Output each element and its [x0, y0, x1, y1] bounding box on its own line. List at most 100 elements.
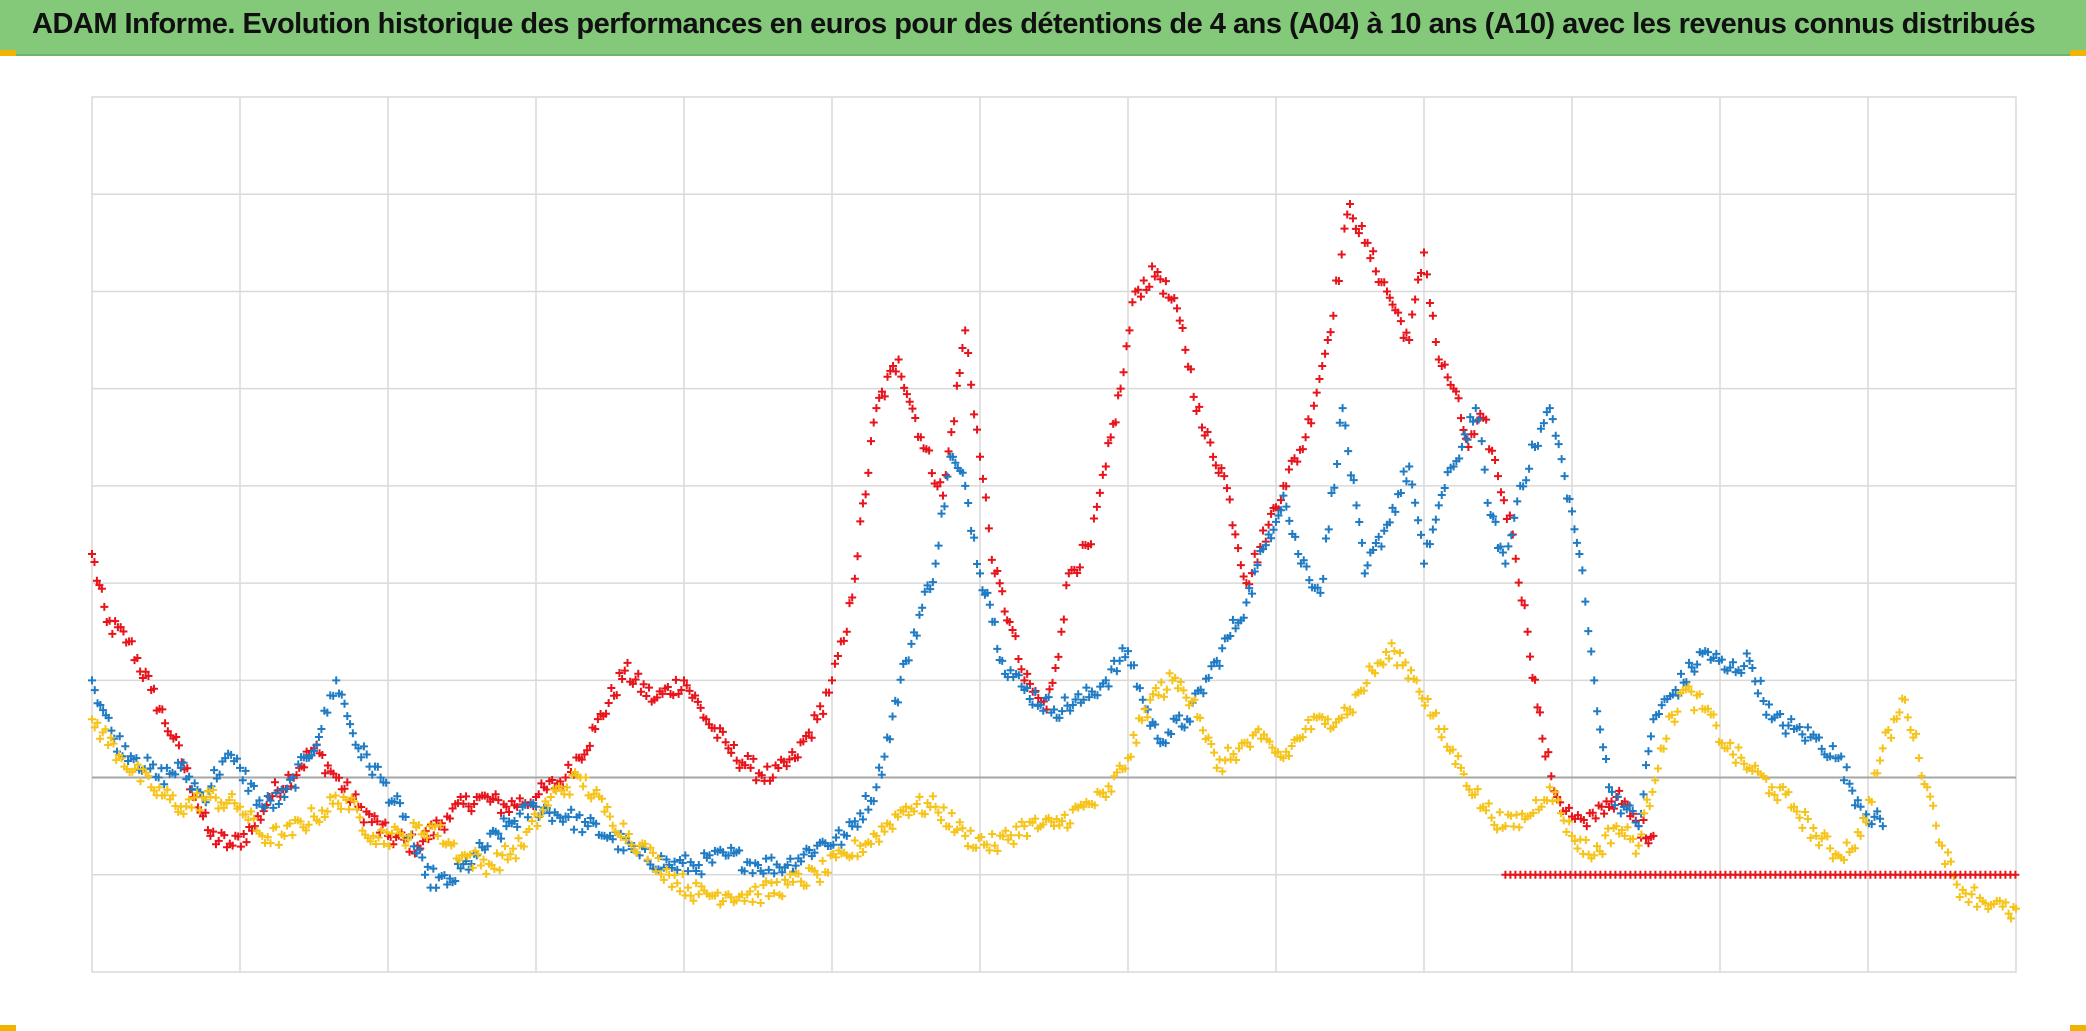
data-point — [1171, 673, 1180, 682]
data-point — [331, 791, 340, 800]
data-point — [502, 802, 511, 811]
data-point — [117, 754, 126, 763]
data-point — [1104, 439, 1113, 448]
data-point — [1645, 802, 1654, 811]
data-point — [1323, 336, 1332, 345]
data-point — [427, 820, 436, 829]
data-point — [950, 417, 959, 426]
data-point — [1762, 710, 1771, 719]
data-point — [659, 875, 668, 884]
data-point — [1196, 714, 1205, 723]
data-point — [977, 833, 986, 842]
data-point — [947, 809, 956, 818]
data-point — [1629, 834, 1638, 843]
data-point — [163, 727, 172, 736]
data-point — [1298, 445, 1307, 454]
data-point — [1642, 761, 1650, 770]
data-point — [1981, 899, 1990, 908]
data-point — [1186, 365, 1195, 374]
data-point — [961, 481, 970, 490]
data-point — [1391, 507, 1400, 516]
data-point — [1253, 561, 1262, 570]
data-point — [1590, 851, 1599, 860]
data-point — [340, 699, 349, 708]
data-point — [1581, 597, 1590, 606]
data-point — [1265, 737, 1274, 746]
data-point — [1579, 815, 1588, 824]
data-point — [466, 850, 475, 859]
data-point — [432, 816, 441, 825]
data-point — [353, 805, 362, 814]
data-point — [1742, 649, 1751, 658]
data-point — [464, 865, 473, 874]
data-point — [636, 687, 645, 696]
data-point — [1938, 841, 1946, 850]
data-point — [1745, 656, 1754, 665]
data-point — [160, 791, 169, 800]
data-point — [1206, 438, 1215, 447]
data-point — [1222, 484, 1231, 493]
data-point — [323, 708, 332, 717]
data-point — [1765, 700, 1774, 709]
data-point — [799, 850, 808, 859]
data-point — [1402, 477, 1411, 486]
data-point — [931, 802, 940, 811]
data-point — [1657, 701, 1666, 710]
data-point — [192, 789, 201, 798]
data-point — [1471, 404, 1480, 413]
data-point — [850, 817, 859, 826]
data-point — [320, 813, 329, 822]
data-point — [1712, 721, 1721, 730]
data-point — [1828, 742, 1837, 751]
data-point — [239, 829, 248, 838]
data-point — [983, 588, 992, 597]
data-point — [1545, 404, 1554, 413]
data-point — [1853, 796, 1862, 805]
data-point — [1321, 534, 1330, 543]
data-point — [807, 733, 816, 742]
data-point — [1268, 743, 1277, 752]
data-point — [1023, 669, 1032, 678]
data-point — [510, 816, 519, 825]
data-point — [1044, 693, 1053, 702]
data-point — [869, 797, 878, 806]
data-point — [579, 782, 588, 791]
data-point — [1728, 750, 1737, 759]
corner-marker-br — [2070, 1025, 2086, 1031]
data-point — [1634, 822, 1643, 831]
data-point — [1498, 548, 1507, 557]
data-point — [379, 839, 388, 848]
data-point — [1162, 685, 1171, 694]
data-point — [1362, 679, 1371, 688]
data-point — [266, 839, 275, 848]
data-point — [797, 877, 806, 886]
data-point — [1407, 666, 1416, 675]
data-point — [530, 810, 539, 819]
data-point — [1434, 355, 1443, 364]
data-point — [1073, 569, 1082, 578]
data-point — [359, 742, 368, 751]
data-point — [396, 799, 405, 808]
data-point — [377, 826, 386, 835]
data-point — [1344, 447, 1353, 456]
data-point — [101, 725, 110, 734]
data-point — [740, 867, 749, 876]
data-point — [314, 733, 323, 742]
data-point — [955, 368, 964, 377]
data-point — [1060, 693, 1069, 702]
data-point — [767, 853, 776, 862]
data-point — [774, 764, 783, 773]
data-point — [1606, 839, 1615, 848]
data-point — [1491, 455, 1500, 464]
data-point — [1153, 734, 1162, 743]
data-point — [1581, 836, 1590, 845]
data-point — [682, 681, 691, 690]
data-point — [1867, 820, 1876, 829]
data-point — [1544, 748, 1553, 757]
data-point — [823, 868, 832, 877]
data-point — [1274, 511, 1283, 520]
data-point — [470, 800, 479, 809]
data-point — [1434, 501, 1443, 510]
data-point — [462, 857, 471, 866]
data-point — [476, 861, 485, 870]
